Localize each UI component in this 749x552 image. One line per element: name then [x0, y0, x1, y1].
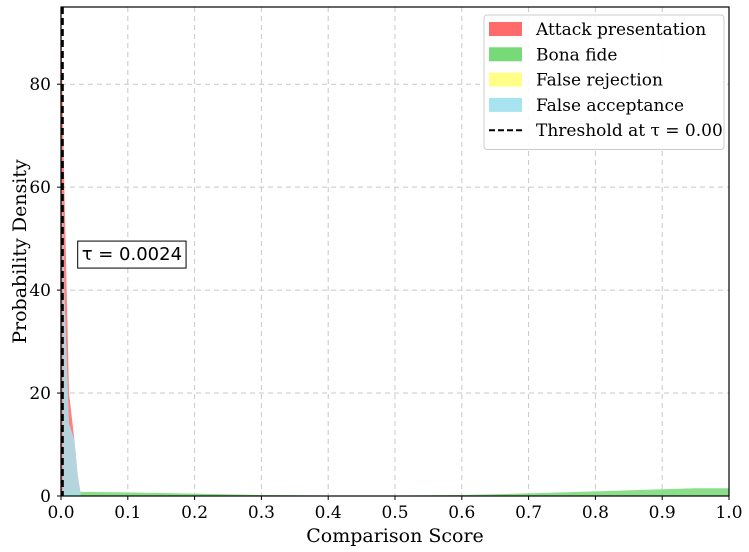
- x-tick-label: 0.1: [114, 503, 141, 523]
- x-tick-label: 0.7: [515, 503, 542, 523]
- y-tick-label: 60: [29, 178, 51, 198]
- y-ticks: 0 20 40 60 80: [29, 75, 61, 507]
- x-tick-label: 1.0: [715, 503, 742, 523]
- legend-swatch: [489, 97, 522, 112]
- y-tick-label: 80: [29, 75, 51, 95]
- annotation-text: τ = 0.0024: [82, 244, 182, 265]
- legend-label: False acceptance: [536, 96, 684, 116]
- area-bona-fide: [61, 488, 729, 496]
- x-tick-label: 0.6: [448, 503, 475, 523]
- legend-box: [483, 14, 725, 150]
- y-tick-label: 20: [29, 384, 51, 404]
- x-tick-label: 0.4: [315, 503, 342, 523]
- x-tick-label: 0.9: [649, 503, 676, 523]
- legend-label: Attack presentation: [535, 20, 706, 40]
- y-tick-label: 0: [40, 487, 51, 507]
- legend-swatch: [489, 47, 522, 62]
- x-tick-label: 0.0: [47, 503, 74, 523]
- y-tick-label: 40: [29, 281, 51, 301]
- area-false-acceptance: [62, 187, 730, 496]
- x-axis-label: Comparison Score: [306, 525, 484, 547]
- legend-label: False rejection: [536, 71, 663, 91]
- y-axis-label: Probability Density: [9, 159, 31, 344]
- x-tick-label: 0.2: [181, 503, 208, 523]
- threshold-annotation: τ = 0.0024: [77, 240, 187, 269]
- legend-swatch: [489, 22, 522, 36]
- annotation-box: [77, 240, 187, 269]
- x-tick-label: 0.3: [248, 503, 275, 523]
- legend-label: Bona fide: [536, 45, 618, 65]
- x-tick-label: 0.8: [582, 503, 609, 523]
- legend-swatch: [489, 72, 522, 87]
- x-ticks: 0.0 0.1 0.2 0.3 0.4 0.5 0.6 0.7 0.8 0.9 1.0: [47, 496, 743, 523]
- legend: Attack presentation Bona fide False reject…: [483, 14, 725, 150]
- legend-label: Threshold at τ = 0.00: [536, 121, 723, 141]
- x-tick-label: 0.5: [381, 503, 408, 523]
